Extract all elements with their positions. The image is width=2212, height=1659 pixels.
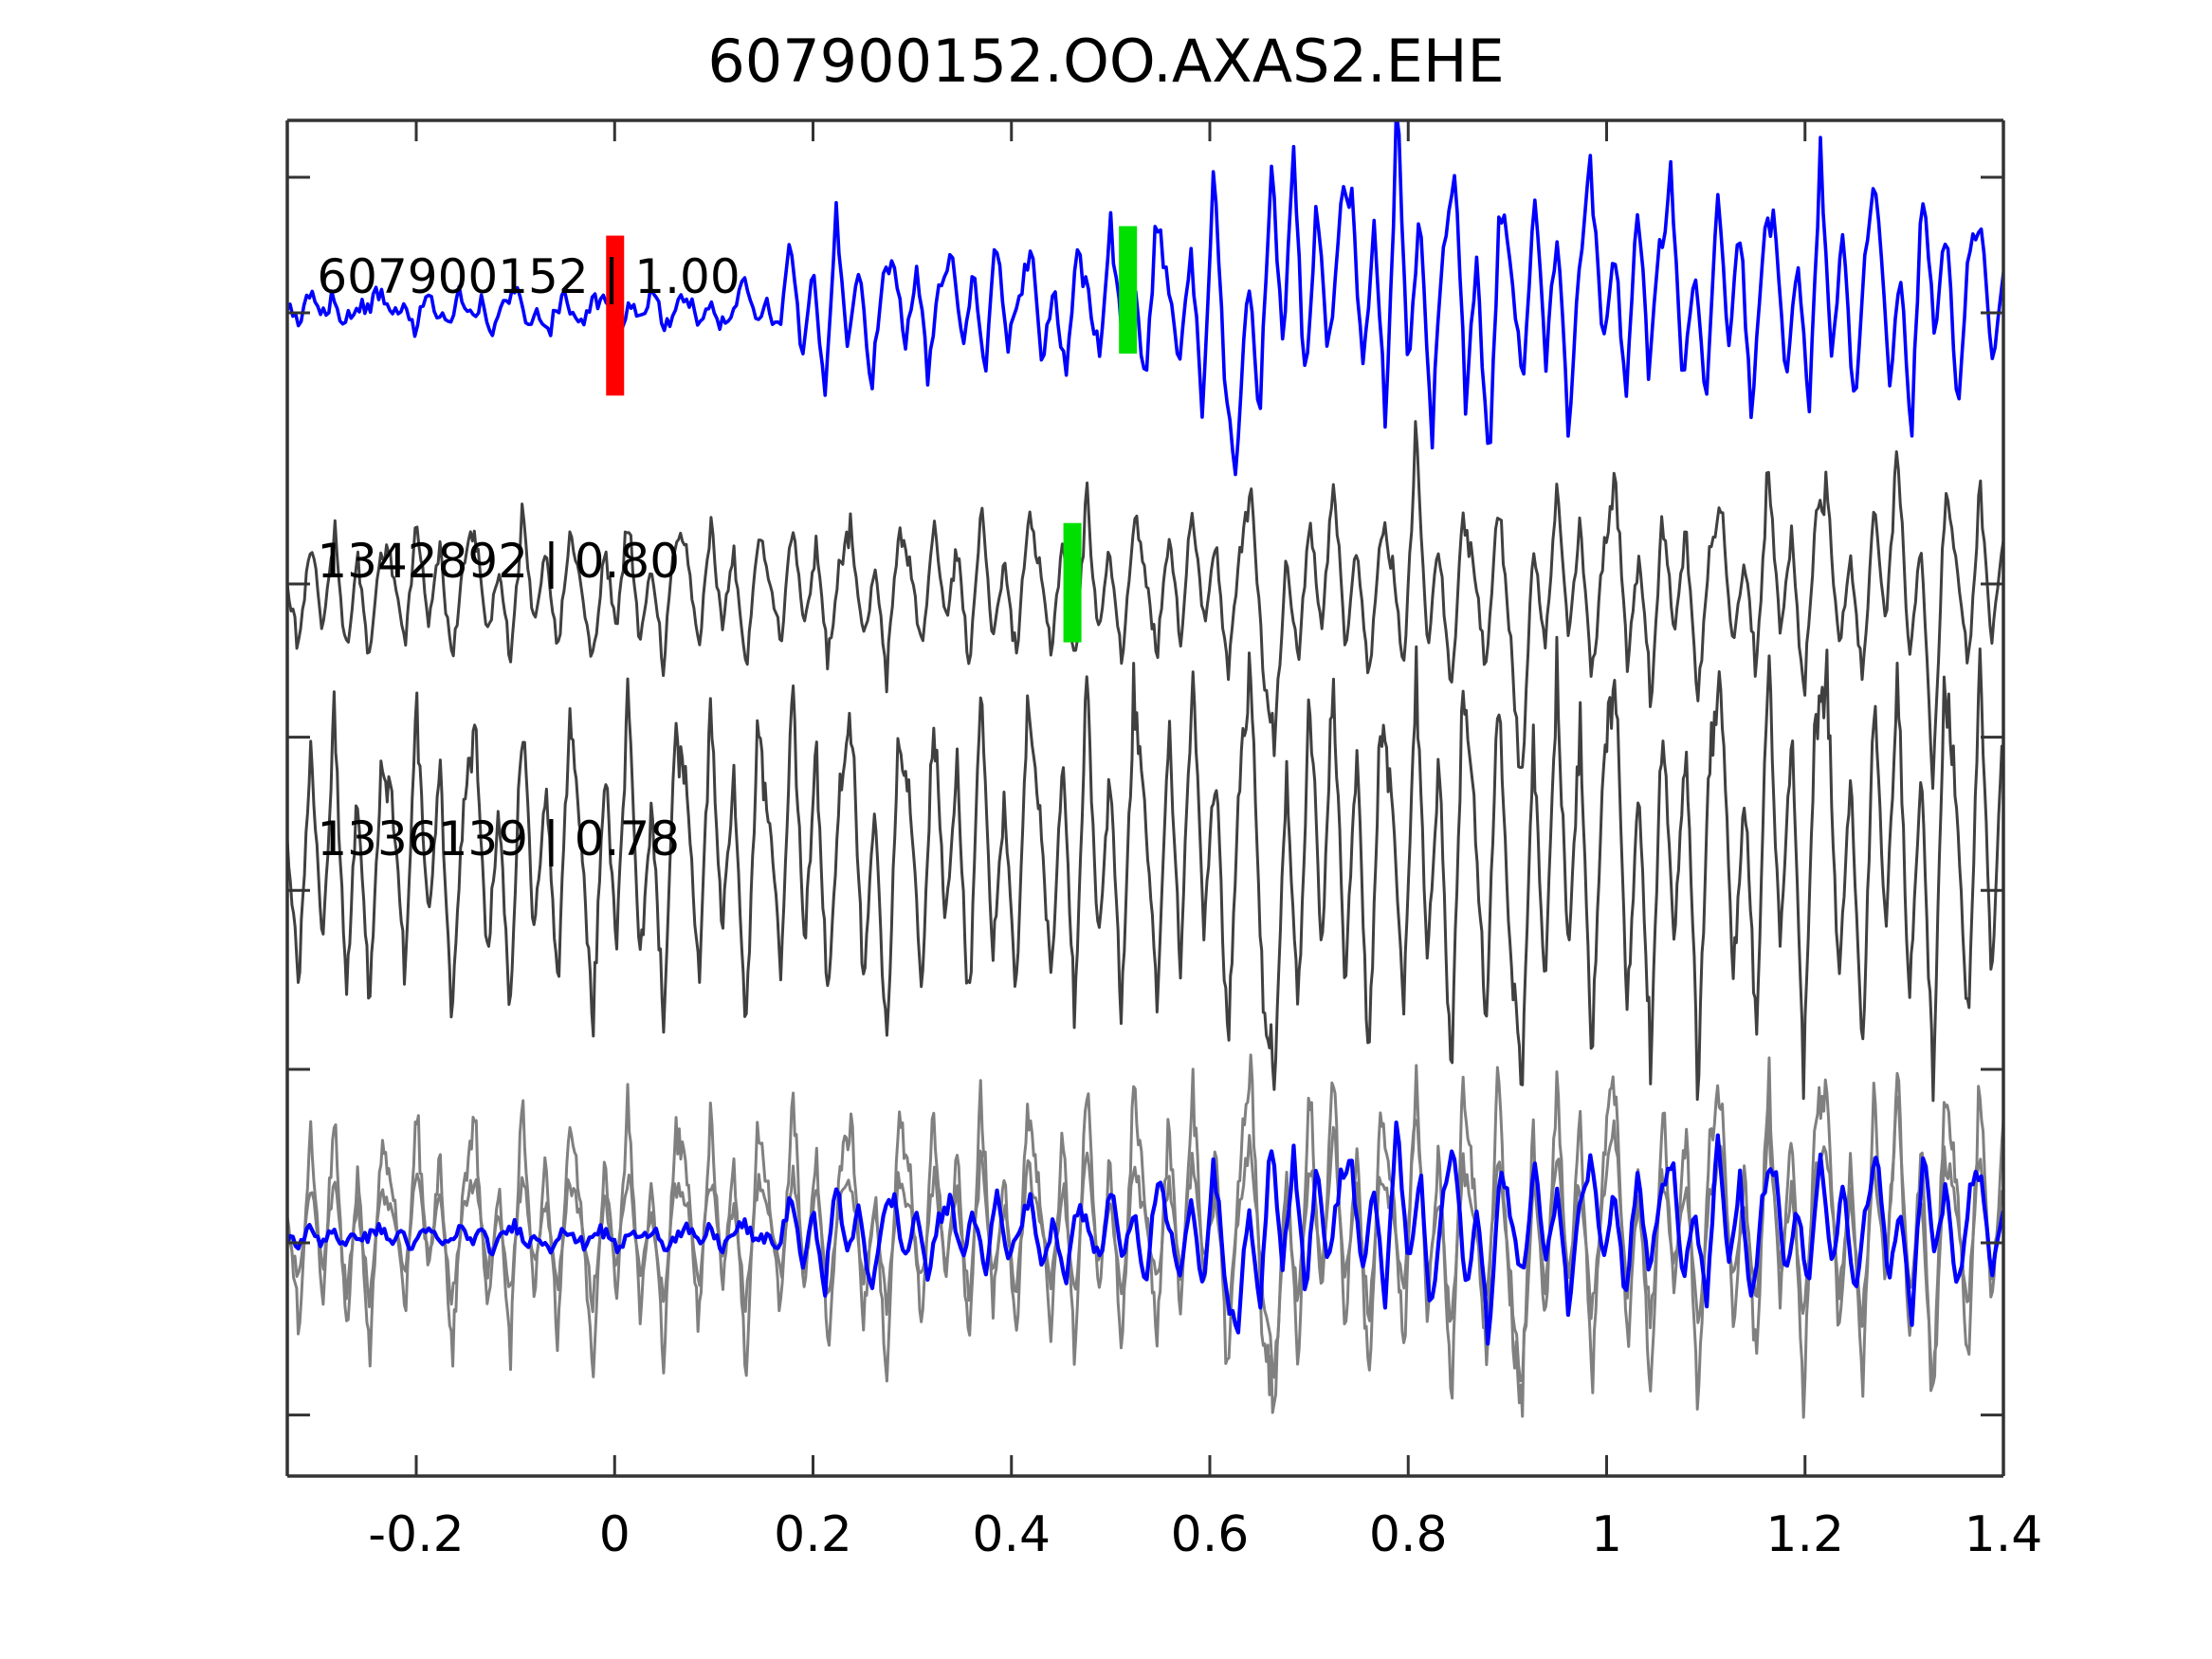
s-pick-marker (1063, 522, 1082, 643)
trace-label-1336139: 1336139 | 0.78 (317, 811, 681, 867)
waveform-canvas (287, 120, 2003, 1419)
overlay-trace-1336139 (287, 1053, 2003, 1419)
x-tick-label: -0.2 (368, 1506, 465, 1563)
waveform-trace-607900152 (287, 120, 2003, 477)
x-tick-label: 0.2 (774, 1506, 852, 1563)
x-tick-label: 0.8 (1368, 1506, 1448, 1563)
plot-area (287, 120, 2003, 1476)
s-pick-marker (1119, 226, 1138, 354)
x-tick-label: 1 (1590, 1506, 1623, 1563)
x-tick-label: 0.6 (1170, 1506, 1250, 1563)
chart-title: 607900152.OO.AXAS2.EHE (707, 27, 1505, 96)
x-tick-label: 0.4 (972, 1506, 1051, 1563)
overlay-trace-template (287, 1121, 2003, 1346)
x-tick-label: 0 (598, 1506, 631, 1563)
trace-label-607900152: 607900152 | 1.00 (317, 248, 740, 304)
x-tick-label: 1.4 (1964, 1506, 2043, 1563)
waveform-trace-1342892 (287, 420, 2003, 791)
p-pick-marker (606, 235, 625, 396)
x-tick-label: 1.2 (1765, 1506, 1845, 1563)
waveform-trace-1336139 (287, 635, 2003, 1103)
trace-label-1342892: 1342892 | 0.80 (317, 534, 681, 590)
